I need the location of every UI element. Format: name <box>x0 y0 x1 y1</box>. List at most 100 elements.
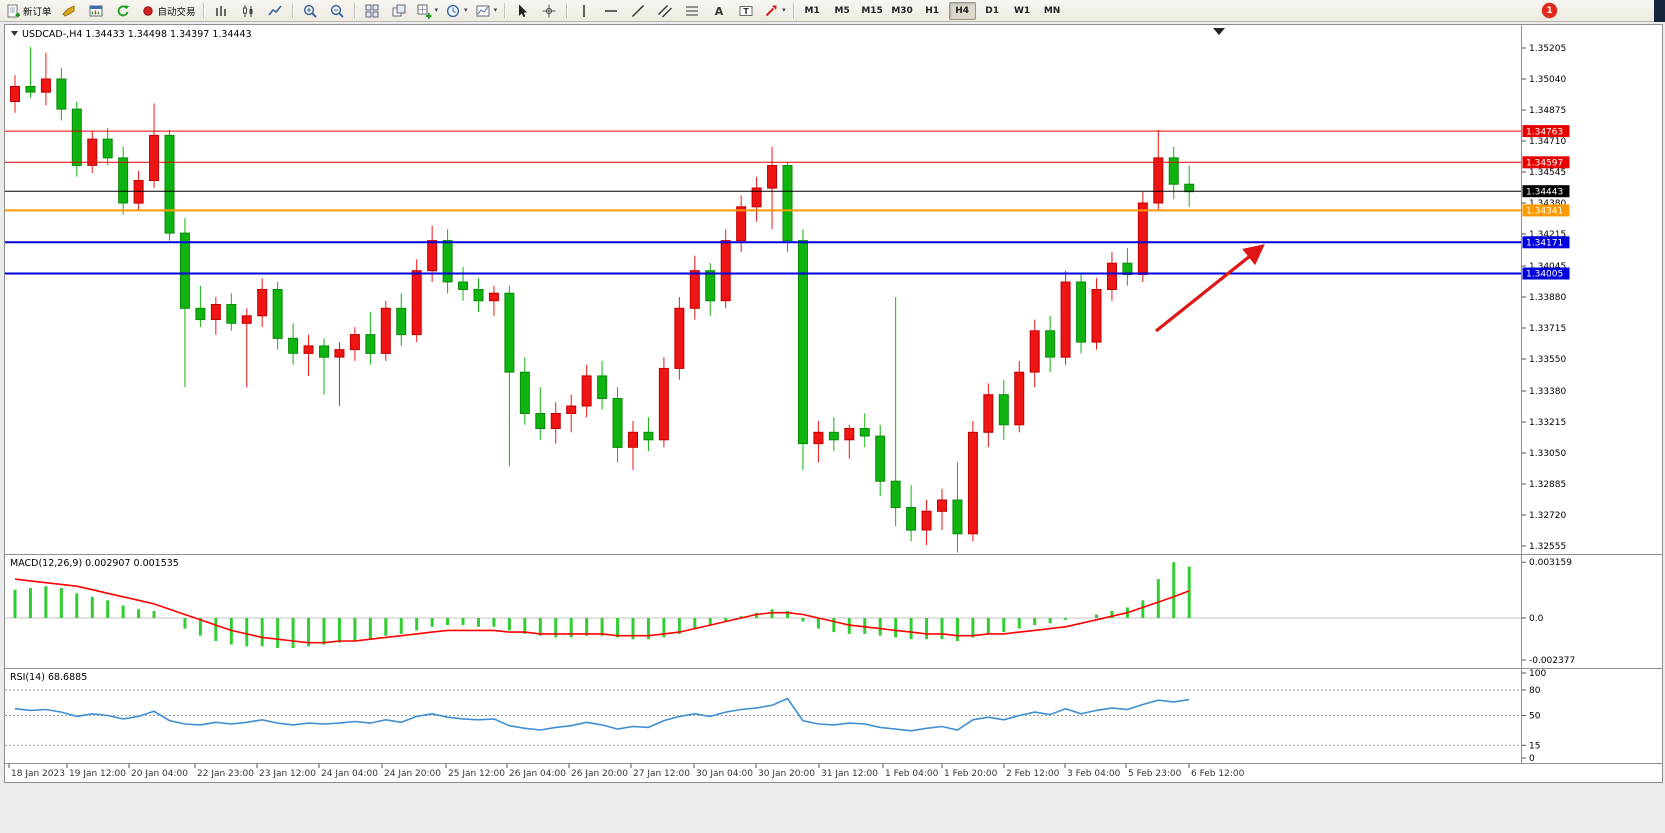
chart-shift-marker[interactable] <box>1213 28 1225 35</box>
svg-text:1.34045: 1.34045 <box>1529 262 1566 272</box>
market-watch-button[interactable] <box>56 1 82 21</box>
periods-button[interactable]: ▾ <box>442 1 471 21</box>
svg-text:80: 80 <box>1529 686 1541 696</box>
svg-text:27 Jan 12:00: 27 Jan 12:00 <box>633 769 690 779</box>
svg-text:18 Jan 2023: 18 Jan 2023 <box>11 769 65 779</box>
trend-arrow-annotation[interactable] <box>1155 244 1265 333</box>
svg-text:1.34545: 1.34545 <box>1529 168 1566 178</box>
svg-text:26 Jan 04:00: 26 Jan 04:00 <box>509 769 566 779</box>
bar-chart-button[interactable] <box>208 1 234 21</box>
plot-background[interactable] <box>5 25 1662 782</box>
chart-window-button[interactable] <box>83 1 109 21</box>
channel-icon <box>658 4 673 17</box>
svg-text:1.33715: 1.33715 <box>1529 324 1566 334</box>
price-line-label: 1.34763 <box>1522 125 1570 137</box>
timeframe-m1-button[interactable]: M1 <box>804 5 820 16</box>
svg-text:1.33550: 1.33550 <box>1529 355 1566 365</box>
horizontal-line-button[interactable] <box>598 1 624 21</box>
svg-text:1.33880: 1.33880 <box>1529 293 1566 303</box>
svg-text:1.34875: 1.34875 <box>1529 106 1566 116</box>
svg-text:1.33380: 1.33380 <box>1529 387 1566 397</box>
svg-text:30 Jan 20:00: 30 Jan 20:00 <box>758 769 815 779</box>
svg-text:5 Feb 23:00: 5 Feb 23:00 <box>1128 769 1182 779</box>
svg-text:1.33050: 1.33050 <box>1529 449 1566 459</box>
tile-icon <box>365 4 379 17</box>
template-icon <box>476 5 490 16</box>
grid-plus-icon <box>417 4 432 19</box>
dropdown-arrow-icon: ▾ <box>434 6 439 14</box>
new-chart-button[interactable]: ▾ <box>413 1 442 21</box>
svg-text:1.35040: 1.35040 <box>1529 75 1566 85</box>
dropdown-arrow-icon: ▾ <box>782 6 786 14</box>
candlestick-chart-button[interactable] <box>235 1 261 21</box>
svg-text:1.32885: 1.32885 <box>1529 480 1566 490</box>
macd-axis[interactable]: 0.003159 0.0 -0.002377 <box>1521 558 1576 666</box>
candlesticks <box>10 47 1195 553</box>
new-order-button[interactable]: 新订单 <box>2 1 55 21</box>
symbol-ohlc-line: USDCAD-,H4 1.34433 1.34498 1.34397 1.344… <box>22 29 252 40</box>
toolbar-separator <box>504 3 506 18</box>
cursor-button[interactable] <box>509 1 535 21</box>
timeframe-w1-button[interactable]: W1 <box>1013 5 1031 16</box>
notification-badge[interactable]: 1 <box>1542 3 1557 18</box>
green-refresh-icon <box>117 4 129 16</box>
svg-text:0: 0 <box>1529 754 1535 764</box>
new-order-button-label: 新订单 <box>23 6 52 18</box>
timeframe-h4-button[interactable]: H4 <box>948 1 976 20</box>
timeframe-mn-button[interactable]: MN <box>1043 5 1061 16</box>
zoom-out-button[interactable] <box>324 1 350 21</box>
arrange-icon <box>392 4 406 16</box>
tile-windows-button[interactable] <box>359 1 385 21</box>
svg-text:19 Jan 12:00: 19 Jan 12:00 <box>69 769 126 779</box>
timeframe-m5-button[interactable]: M5 <box>834 5 850 16</box>
vline-icon <box>583 4 585 17</box>
svg-text:23 Jan 12:00: 23 Jan 12:00 <box>259 769 316 779</box>
timeframe-d1-button[interactable]: D1 <box>985 5 999 16</box>
panel-dividers[interactable] <box>5 25 1662 764</box>
timeframe-m15-button[interactable]: M15 <box>861 5 883 16</box>
trendline-button[interactable] <box>625 1 651 21</box>
svg-text:T: T <box>743 7 749 16</box>
rsi-axis[interactable]: 100 80 50 15 0 <box>1521 669 1547 764</box>
arrange-windows-button[interactable] <box>386 1 412 21</box>
horizontal-lines[interactable]: 1.34763 1.34597 1.34443 1.34341 1.34171 1.340… <box>5 125 1570 280</box>
line-chart-button[interactable] <box>262 1 288 21</box>
zoom-in-button[interactable] <box>297 1 323 21</box>
crosshair-button[interactable] <box>536 1 562 21</box>
svg-text:A: A <box>715 5 724 18</box>
svg-text:1.35205: 1.35205 <box>1529 44 1566 54</box>
arrows-button[interactable]: ▾ <box>760 1 789 21</box>
timeframe-h1-button[interactable]: H1 <box>925 5 939 16</box>
doc-plus-icon <box>7 4 20 17</box>
symbol-collapse-icon <box>11 31 18 36</box>
price-line-label: 1.34597 <box>1522 156 1570 169</box>
equidistant-channel-button[interactable] <box>652 1 678 21</box>
svg-text:1.33215: 1.33215 <box>1529 418 1566 428</box>
price-axis[interactable]: 1.35205 1.35040 1.34875 1.34710 1.34545 1.343… <box>1521 44 1567 552</box>
label-t-icon: T <box>739 5 753 16</box>
text-button[interactable]: A <box>706 1 732 21</box>
toolbar: 新订单 自动交易 ▾ ▾ ▾ A T ▾ M1 M5 M15 M30 H1 H4 D1 W1 MN <box>0 0 1665 22</box>
fibonacci-button[interactable] <box>679 1 705 21</box>
toolbar-separator <box>291 3 293 18</box>
window-corner-decoration <box>1654 0 1665 22</box>
time-axis[interactable]: 18 Jan 2023 19 Jan 12:00 20 Jan 04:00 22 Ja… <box>8 763 1245 780</box>
macd-label: MACD(12,26,9) 0.002907 0.001535 <box>10 558 179 569</box>
chart-area[interactable]: 1.35205 1.35040 1.34875 1.34710 1.34545 1.343… <box>4 24 1663 783</box>
svg-text:1 Feb 04:00: 1 Feb 04:00 <box>885 769 939 779</box>
text-label-button[interactable]: T <box>733 1 759 21</box>
dropdown-arrow-icon: ▾ <box>493 6 498 14</box>
timeframe-m30-button[interactable]: M30 <box>891 5 913 16</box>
refresh-button[interactable] <box>110 1 136 21</box>
price-line-label: 1.34443 <box>1522 185 1570 197</box>
svg-text:-0.002377: -0.002377 <box>1529 656 1575 666</box>
arrow-shape-icon <box>765 4 777 16</box>
price-line-label: 1.34341 <box>1522 204 1570 217</box>
vertical-line-button[interactable] <box>571 1 597 21</box>
auto-trading-button[interactable]: 自动交易 <box>137 1 199 21</box>
dropdown-arrow-icon: ▾ <box>464 6 468 14</box>
templates-button[interactable]: ▾ <box>472 1 501 21</box>
svg-text:1.34597: 1.34597 <box>1526 159 1563 169</box>
hline-icon <box>605 9 618 12</box>
